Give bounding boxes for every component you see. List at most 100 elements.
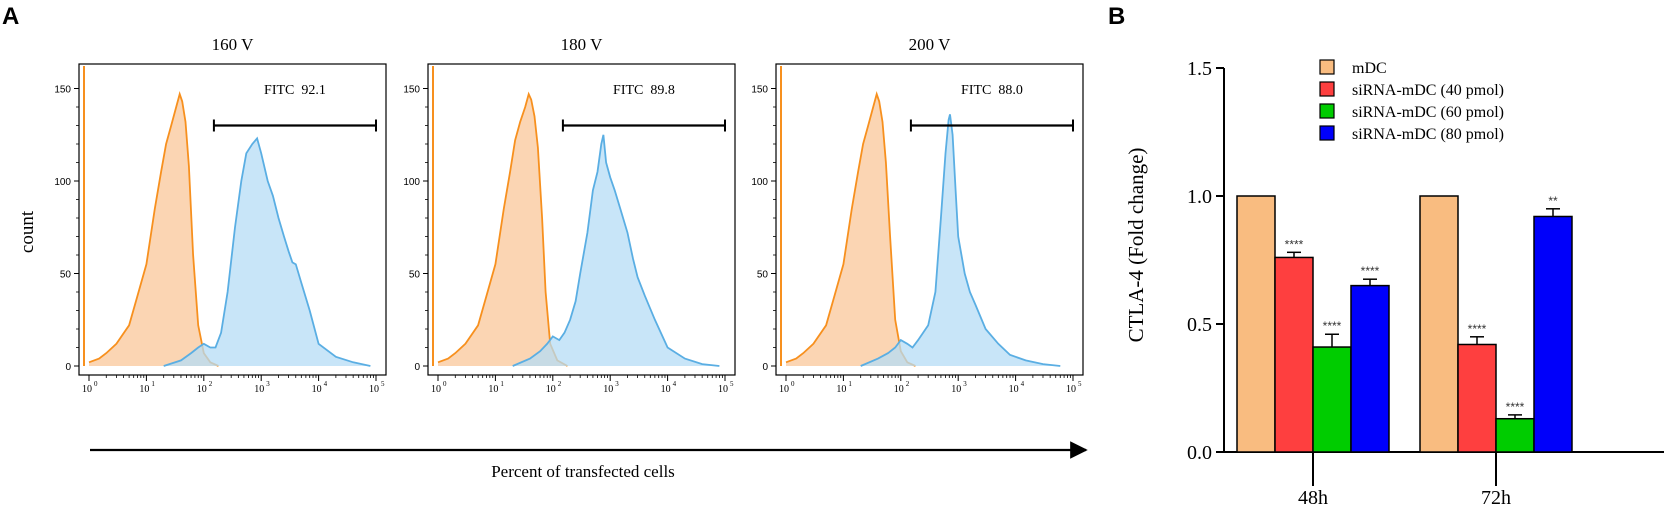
y-tick-label: 100 [54, 177, 71, 188]
x-tick-label: 10 [82, 384, 92, 395]
significance-marker: ** [1548, 194, 1558, 208]
bar-y-tick-label: 1.5 [1187, 58, 1212, 80]
bar-y-tick-label: 0.5 [1187, 314, 1212, 336]
gate-label: FITC 88.0 [961, 83, 1023, 98]
histogram-frame [775, 63, 1084, 376]
significance-marker: **** [1285, 237, 1304, 251]
gate-label: FITC 89.8 [613, 83, 675, 98]
x-tick-exponent: 3 [266, 380, 270, 388]
x-tick-exponent: 0 [94, 380, 98, 388]
bar-sirna-mdc-80-pmol- [1533, 215, 1573, 453]
gate-label: FITC 92.1 [264, 83, 326, 98]
x-tick-exponent: 1 [500, 380, 504, 388]
x-tick-label: 10 [546, 384, 556, 395]
legend-label: siRNA-mDC (60 pmol) [1352, 104, 1504, 121]
significance-marker: **** [1323, 319, 1342, 333]
x-tick-exponent: 1 [151, 380, 155, 388]
x-tick-label: 10 [894, 384, 904, 395]
histogram-fill-control [786, 94, 916, 366]
x-tick-exponent: 4 [324, 380, 328, 388]
x-tick-label: 10 [603, 384, 613, 395]
legend-swatch [1319, 81, 1335, 97]
x-tick-label: 10 [254, 384, 264, 395]
bar-sirna-mdc-80-pmol- [1350, 284, 1390, 453]
bar-sirna-mdc-60-pmol- [1495, 417, 1535, 453]
x-tick-label: 10 [836, 384, 846, 395]
histogram-x-axis-label: Percent of transfected cells [491, 462, 675, 481]
bar-sirna-mdc-40-pmol- [1274, 256, 1314, 453]
y-tick-label: 0 [414, 362, 420, 373]
bar-chart-ctla4: CTLA-4 (Fold change) 0.00.51.01.548h****… [1124, 58, 1664, 505]
legend-label: siRNA-mDC (40 pmol) [1352, 82, 1504, 99]
bar-mdc [1419, 195, 1459, 453]
histogram-frame [78, 63, 387, 376]
bar-chart-y-axis-label: CTLA-4 (Fold change) [1124, 148, 1148, 343]
histogram-y-axis-label: count [17, 210, 38, 253]
x-tick-label: 10 [197, 384, 207, 395]
x-tick-label: 10 [431, 384, 441, 395]
x-tick-label: 10 [951, 384, 961, 395]
histogram-line-transfected [512, 134, 720, 367]
y-tick-label: 0 [65, 362, 71, 373]
y-tick-label: 50 [60, 270, 72, 281]
significance-marker: **** [1468, 322, 1487, 336]
histogram-fill-control [89, 94, 219, 366]
x-tick-exponent: 2 [558, 380, 562, 388]
bar-category-label: 48h [1298, 487, 1328, 505]
x-tick-exponent: 0 [791, 380, 795, 388]
x-tick-exponent: 0 [443, 380, 447, 388]
legend-swatch [1319, 59, 1335, 75]
panel-label-a: A [2, 3, 19, 30]
histogram-frame [427, 63, 736, 376]
legend-label: mDC [1352, 60, 1387, 77]
histogram-line-control [785, 91, 916, 367]
x-tick-exponent: 2 [906, 380, 910, 388]
legend-swatch [1319, 103, 1335, 119]
x-tick-label: 10 [488, 384, 498, 395]
x-tick-exponent: 3 [615, 380, 619, 388]
histogram-line-control [437, 91, 568, 367]
bar-sirna-mdc-40-pmol- [1457, 343, 1497, 453]
histogram-line-transfected [163, 136, 371, 367]
bar-y-tick-label: 0.0 [1187, 442, 1212, 464]
bar-category-label: 72h [1481, 487, 1511, 505]
x-tick-exponent: 5 [381, 380, 385, 388]
x-tick-exponent: 1 [848, 380, 852, 388]
histogram-line-control [88, 91, 219, 367]
x-tick-exponent: 5 [730, 380, 734, 388]
bar-y-tick-label: 1.0 [1187, 186, 1212, 208]
histogram-fill-control [438, 94, 568, 366]
x-tick-exponent: 3 [963, 380, 967, 388]
x-tick-exponent: 4 [673, 380, 677, 388]
y-tick-label: 50 [757, 270, 769, 281]
x-tick-label: 10 [718, 384, 728, 395]
x-tick-label: 10 [661, 384, 671, 395]
histogram-title: 180 V [561, 35, 603, 54]
bar-sirna-mdc-60-pmol- [1312, 346, 1352, 453]
legend-swatch [1319, 125, 1335, 141]
histogram-title: 200 V [909, 35, 951, 54]
x-tick-exponent: 5 [1078, 380, 1082, 388]
bar-mdc [1236, 195, 1276, 453]
x-tick-label: 10 [369, 384, 379, 395]
x-tick-exponent: 2 [209, 380, 213, 388]
y-tick-label: 0 [762, 362, 768, 373]
x-tick-label: 10 [779, 384, 789, 395]
panel-label-b: B [1108, 3, 1125, 30]
y-tick-label: 100 [751, 177, 768, 188]
y-tick-label: 150 [751, 85, 768, 96]
y-tick-label: 150 [54, 85, 71, 96]
legend-label: siRNA-mDC (80 pmol) [1352, 126, 1504, 143]
x-tick-exponent: 4 [1021, 380, 1025, 388]
significance-marker: **** [1361, 264, 1380, 278]
histogram-fill-transfected [163, 138, 371, 366]
histogram-fill-transfected [860, 114, 1061, 367]
histogram-fill-transfected [512, 134, 720, 366]
x-tick-label: 10 [1009, 384, 1019, 395]
y-tick-label: 50 [409, 270, 421, 281]
significance-marker: **** [1506, 400, 1525, 414]
